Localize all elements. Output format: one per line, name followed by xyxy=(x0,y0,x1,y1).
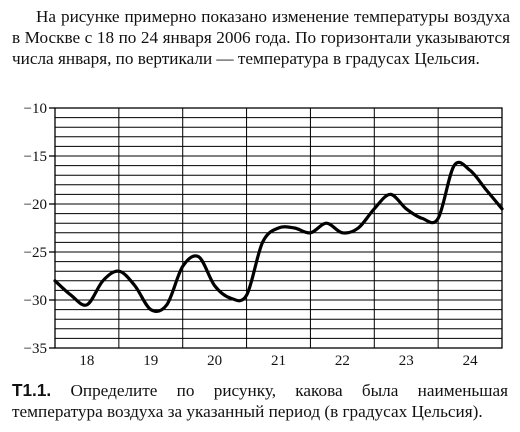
x-tick-label: 18 xyxy=(79,353,94,369)
x-tick-label: 22 xyxy=(335,353,350,369)
grid-lines xyxy=(55,108,502,348)
x-tick-label: 21 xyxy=(271,353,286,369)
question-text: Определите по рисунку, какова была наиме… xyxy=(12,381,509,421)
y-tick-labels: −35 −30 −25 −20 −15 −10 xyxy=(24,101,55,357)
y-tick-label: −25 xyxy=(24,245,47,261)
y-tick-label: −15 xyxy=(24,149,47,165)
y-tick-label: −30 xyxy=(24,293,47,309)
x-tick-label: 19 xyxy=(143,353,158,369)
intro-text: На рисунке примерно показано изменение т… xyxy=(12,7,510,68)
question-label: Т1.1. xyxy=(12,380,52,400)
x-tick-label: 23 xyxy=(399,353,414,369)
y-tick-label: −35 xyxy=(24,341,47,357)
chart-frame xyxy=(54,107,503,349)
x-tick-labels: 18 19 20 21 22 23 24 xyxy=(79,353,478,369)
x-tick-label: 24 xyxy=(463,353,479,369)
y-tick-label: −20 xyxy=(24,197,47,213)
question: Т1.1. Определите по рисунку, какова была… xyxy=(12,380,508,422)
y-tick-label: −10 xyxy=(24,101,47,117)
temperature-chart: −35 −30 −25 −20 −15 −10 18 19 20 21 22 23 24 xyxy=(24,101,504,369)
x-tick-label: 20 xyxy=(207,353,222,369)
temperature-line xyxy=(53,160,504,313)
